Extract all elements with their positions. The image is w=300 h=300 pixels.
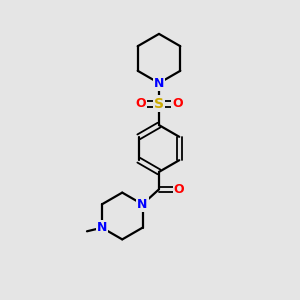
Text: O: O [135, 97, 146, 110]
Text: N: N [97, 221, 107, 234]
Text: N: N [137, 198, 148, 211]
Text: S: S [154, 97, 164, 110]
Text: N: N [154, 76, 164, 90]
Text: O: O [172, 97, 183, 110]
Text: O: O [174, 183, 184, 196]
